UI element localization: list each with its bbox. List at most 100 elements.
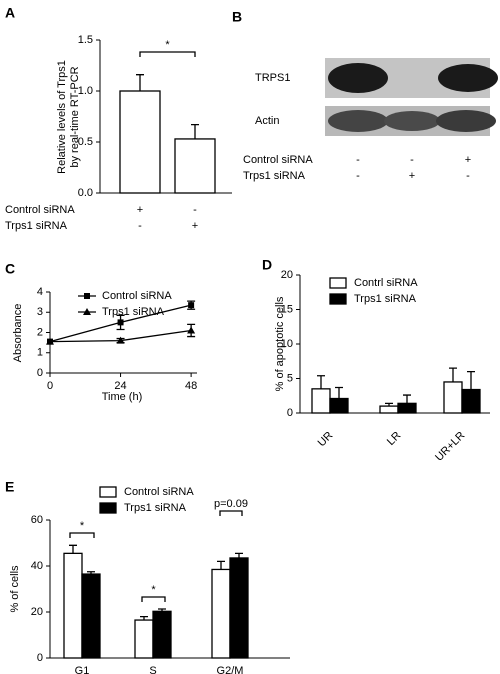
panel-letter: A <box>5 5 15 21</box>
error-bar <box>191 124 199 139</box>
y-axis-label: % of apoptotic cells <box>274 296 286 391</box>
y-tick-label: 1.5 <box>78 34 93 46</box>
condition-label: Control siRNA <box>5 204 75 216</box>
y-tick-label: 3 <box>37 306 43 318</box>
error-bar <box>136 74 144 91</box>
y-tick-label: 10 <box>281 338 293 350</box>
annotation: p=0.09 <box>214 498 248 510</box>
blot-band <box>328 110 388 132</box>
y-axis-label: % of cells <box>9 565 21 613</box>
condition-mark: - <box>410 154 414 166</box>
bar <box>63 552 83 659</box>
panel-letter: B <box>232 9 242 25</box>
significance-bracket <box>139 51 196 57</box>
y-tick-label: 2 <box>37 326 43 338</box>
condition-mark: + <box>192 220 198 232</box>
significance-bracket <box>69 532 95 538</box>
legend-label: Trps1 siRNA <box>354 293 417 305</box>
y-tick-label: 0 <box>37 652 43 664</box>
y-tick-label: 1.0 <box>78 85 93 97</box>
legend-swatch <box>329 293 347 305</box>
y-tick-label: 5 <box>287 372 293 384</box>
legend-swatch <box>99 486 117 498</box>
legend-label: Trps1 siRNA <box>124 502 187 514</box>
x-tick-label: 0 <box>47 380 53 392</box>
condition-mark: - <box>138 220 142 232</box>
condition-label: Control siRNA <box>243 154 313 166</box>
x-tick-label: UR <box>316 429 336 449</box>
bar <box>311 388 331 414</box>
y-tick-label: 40 <box>31 560 43 572</box>
legend-label: Contrl siRNA <box>354 277 418 289</box>
condition-mark: + <box>409 170 415 182</box>
legend-label: Control siRNA <box>102 290 172 302</box>
y-tick-label: 0 <box>287 407 293 419</box>
bar <box>211 568 231 659</box>
significance-bracket <box>141 596 166 602</box>
condition-mark: - <box>356 170 360 182</box>
bar <box>229 557 249 659</box>
bar <box>119 90 161 194</box>
y-tick-label: 0.0 <box>78 187 93 199</box>
blot-row-label: TRPS1 <box>255 72 290 84</box>
x-tick-label: S <box>149 665 156 674</box>
x-tick-label: LR <box>385 429 403 447</box>
bar <box>152 610 172 659</box>
marker <box>187 326 196 334</box>
y-tick-label: 4 <box>37 286 43 298</box>
bar <box>397 402 417 414</box>
condition-mark: + <box>137 204 143 216</box>
x-tick-label: G1 <box>75 665 90 674</box>
x-axis-label: Time (h) <box>102 391 143 403</box>
legend-marker <box>83 308 91 315</box>
panel-letter: D <box>262 257 272 273</box>
bar <box>174 138 216 194</box>
blot-band <box>328 63 388 93</box>
x-tick-label: 48 <box>185 380 197 392</box>
condition-label: Trps1 siRNA <box>5 220 68 232</box>
error-bar <box>335 386 343 399</box>
y-tick-label: 0.5 <box>78 136 93 148</box>
condition-mark: - <box>466 170 470 182</box>
error-bar <box>235 552 243 558</box>
x-tick-label: UR+LR <box>433 429 467 463</box>
y-tick-label: 15 <box>281 303 293 315</box>
annotation: * <box>151 584 156 596</box>
error-bar <box>403 394 411 404</box>
condition-mark: + <box>465 154 471 166</box>
x-tick-label: 24 <box>114 380 126 392</box>
error-bar <box>69 544 77 554</box>
y-axis-label: Absorbance <box>12 304 24 363</box>
x-tick-label: G2/M <box>217 665 244 674</box>
legend-swatch <box>329 277 347 289</box>
legend-swatch <box>99 502 117 514</box>
blot-row-label: Actin <box>255 115 279 127</box>
legend-label: Trps1 siRNA <box>102 306 165 318</box>
y-tick-label: 1 <box>37 347 43 359</box>
y-axis-label: Relative levels of Trps1 <box>56 60 68 174</box>
error-bar <box>317 375 325 389</box>
bar <box>461 388 481 414</box>
legend-label: Control siRNA <box>124 486 194 498</box>
bar <box>81 573 101 659</box>
blot-band <box>438 64 498 92</box>
annotation: * <box>80 520 85 532</box>
panel-letter: C <box>5 261 15 277</box>
y-tick-label: 0 <box>37 367 43 379</box>
error-bar <box>217 560 225 570</box>
condition-label: Trps1 siRNA <box>243 170 306 182</box>
y-tick-label: 20 <box>281 269 293 281</box>
condition-mark: - <box>356 154 360 166</box>
bar <box>329 397 349 414</box>
bar <box>134 619 154 659</box>
legend-marker <box>84 293 90 299</box>
y-tick-label: 60 <box>31 514 43 526</box>
blot-band <box>436 110 496 132</box>
error-bar <box>467 370 475 390</box>
bar <box>379 405 399 414</box>
marker <box>188 302 195 309</box>
y-tick-label: 20 <box>31 606 43 618</box>
marker <box>117 319 124 326</box>
marker <box>116 336 125 344</box>
